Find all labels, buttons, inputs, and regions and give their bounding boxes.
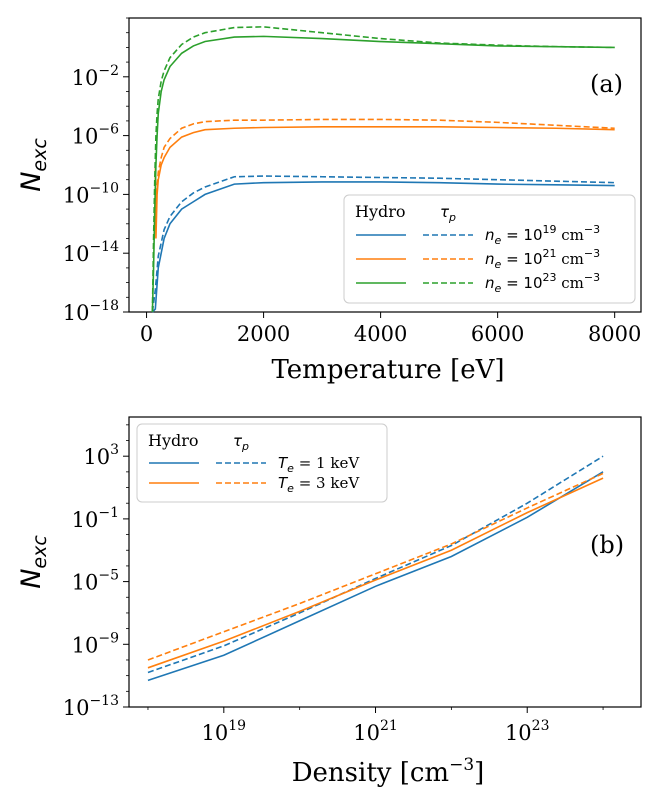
panel-a-legend-head-left: Hydro	[355, 202, 406, 221]
panel-a-xtick-label: 8000	[588, 322, 641, 346]
panel-b-ylabel: Nexc	[16, 535, 51, 589]
panel-b-xlabel-sup: −3	[449, 755, 474, 775]
panel-b-xtick-label: 1021	[353, 718, 398, 745]
svg-text:Nexc: Nexc	[16, 535, 51, 589]
panel-a-legend-head-right: τp	[440, 203, 456, 224]
panel-b-series-line-0	[147, 471, 604, 682]
panel-b-series-line-1	[147, 455, 604, 674]
panel-a-legend: Hydro τp ne = 1019 cm−3ne = 1021 cm−3ne …	[343, 194, 636, 304]
panel-a-legend-label: ne = 1019 cm−3	[485, 223, 600, 247]
panel-a-xtick-label: 2000	[237, 322, 290, 346]
panel-b-label: (b)	[590, 531, 624, 559]
panel-b-ylabel-main: N	[16, 569, 47, 589]
panel-a-ytick-label: 10−18	[63, 298, 119, 325]
panel-b-series-line-2	[147, 477, 604, 669]
panel-a-legend-label: ne = 1021 cm−3	[485, 247, 600, 271]
panel-a-ylabel: Nexc	[16, 138, 51, 192]
panel-a-ylabel-sub: exc	[29, 138, 51, 172]
panel-a-xtick-label: 6000	[471, 322, 524, 346]
panel-b-ytick-label: 10−13	[63, 693, 119, 720]
panel-a-ytick-label: 10−2	[72, 63, 119, 90]
panel-b-legend-tau-sub: p	[241, 440, 249, 453]
panel-a-label: (a)	[590, 70, 623, 98]
panel-a-series-line-3	[154, 118, 615, 224]
panel-b-legend-label: Te = 3 keV	[278, 474, 360, 495]
panel-b-xtick-label: 1023	[505, 718, 550, 745]
panel-a-series-line-0	[151, 181, 615, 313]
panel-b-ytick-label: 10−5	[72, 568, 119, 595]
panel-a-series-line-4	[151, 35, 615, 313]
panel-b-legend-head-right: τp	[233, 432, 249, 453]
panel-a-xtick-label: 0	[140, 322, 153, 346]
panel-a-ytick-label: 10−14	[63, 239, 119, 266]
panel-b-series-line-3	[147, 472, 604, 661]
panel-b-legend-label: Te = 1 keV	[278, 454, 360, 475]
panel-a-legend-label: ne = 1023 cm−3	[485, 271, 600, 295]
panel-a-ylabel-main: N	[16, 172, 47, 192]
panel-a-series-line-1	[151, 175, 615, 313]
svg-text:Nexc: Nexc	[16, 138, 51, 192]
panel-a-series-line-5	[151, 26, 615, 313]
panel-a-legend-box	[343, 194, 636, 304]
panel-b-legend-head-left: Hydro	[148, 431, 199, 450]
panel-a-ytick-label: 10−6	[72, 122, 119, 149]
panel-a-ytick-label: 10−10	[63, 180, 119, 207]
panel-b-xlabel-main: Density [cm	[292, 758, 449, 788]
panel-b-ylabel-sub: exc	[29, 535, 51, 569]
panel-b-ytick-label: 103	[83, 442, 119, 469]
panel-b: 1019 1021 1023 10−13 10−9 10−5 10−1 103 (b) De…	[16, 416, 642, 788]
panel-b-xlabel-end: ]	[474, 758, 484, 788]
panel-a-legend-tau-sub: p	[448, 211, 456, 224]
panel-a-xlabel: Temperature [eV]	[271, 355, 504, 385]
panel-a: 0 2000 4000 6000 8000 10−18 10−14 10−10 10−6 10−…	[16, 17, 642, 385]
panel-a-series-line-2	[154, 125, 615, 239]
panel-b-xlabel: Density [cm−3]	[292, 755, 485, 788]
panel-a-xtick-label: 4000	[354, 322, 407, 346]
panel-b-ytick-label: 10−1	[72, 505, 119, 532]
panel-b-ytick-label: 10−9	[72, 630, 119, 657]
panel-b-legend-tau: τ	[233, 432, 243, 450]
panel-a-legend-tau: τ	[440, 203, 450, 221]
panel-b-xtick-label: 1019	[202, 718, 247, 745]
